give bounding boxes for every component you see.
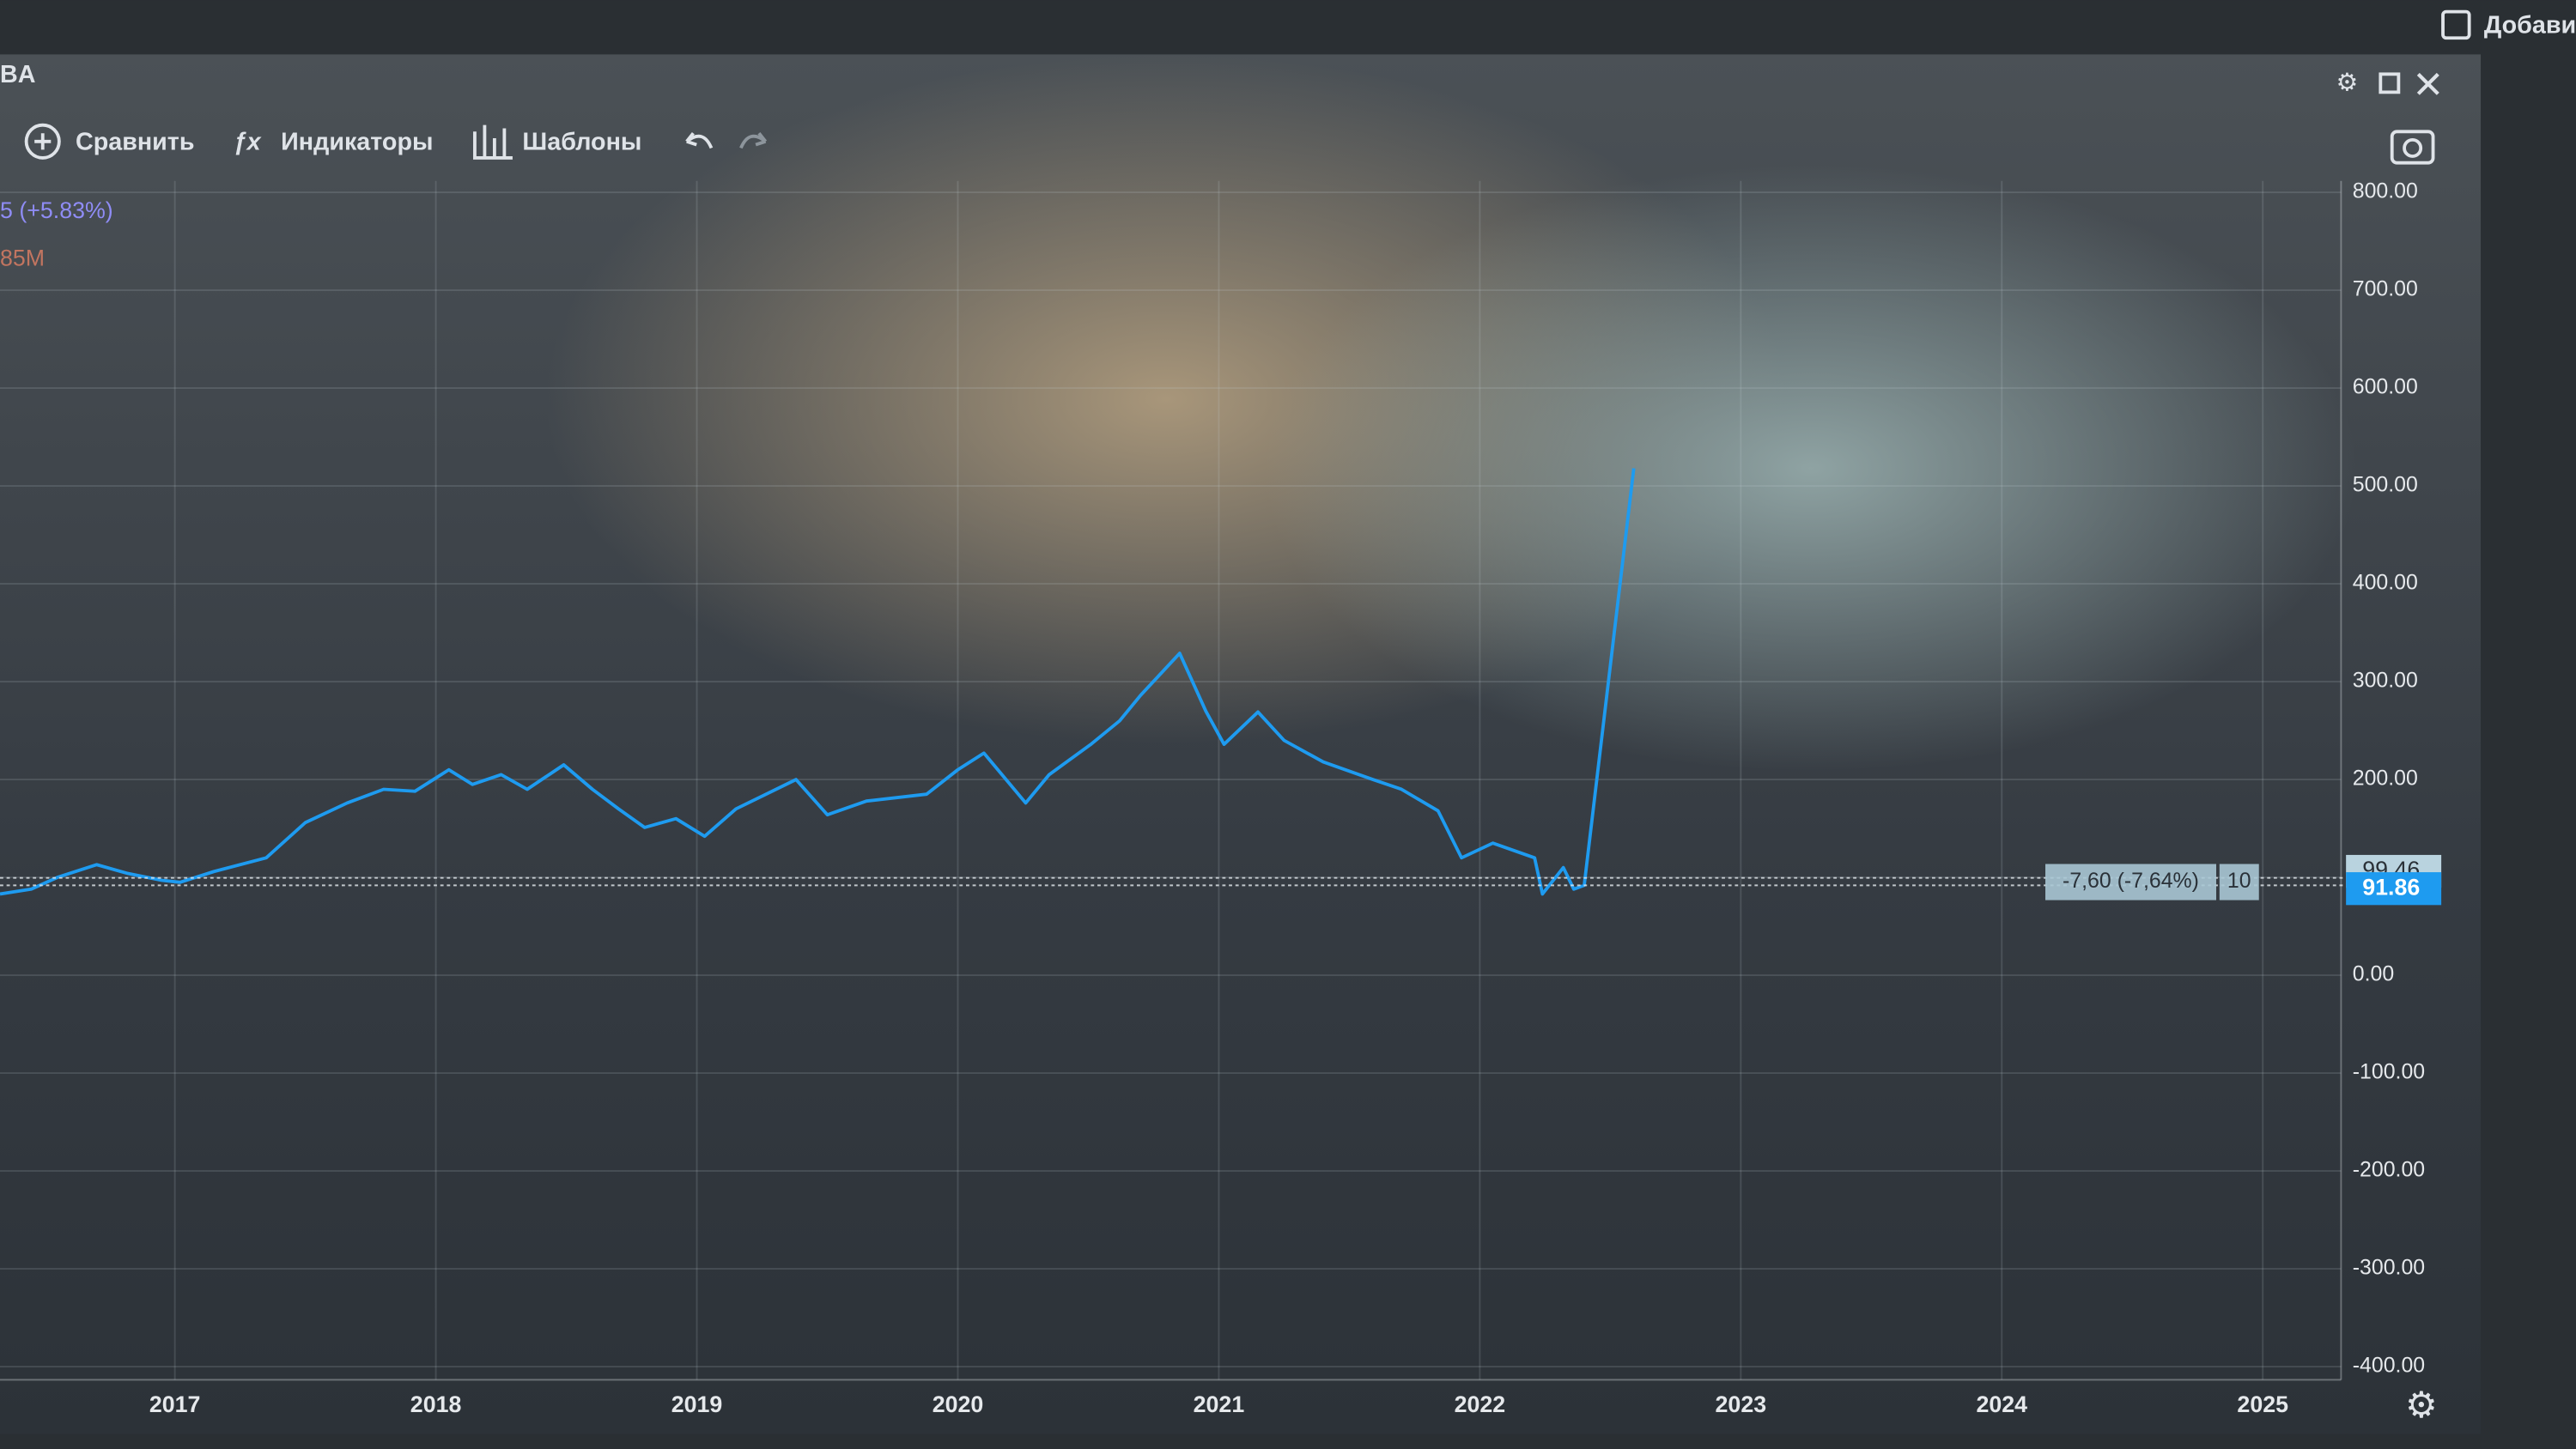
compare-button[interactable]: Сравнить (76, 128, 194, 155)
indicators-button[interactable]: Индикаторы (281, 128, 433, 155)
add-icon[interactable] (2441, 9, 2471, 40)
y-tick-label: -100.00 (2353, 1060, 2425, 1084)
volume-label: 85M (0, 246, 45, 271)
x-tick-label: 2022 (1455, 1391, 1506, 1417)
close-icon[interactable] (2416, 72, 2439, 95)
x-tick-label: 2025 (2237, 1391, 2288, 1417)
y-tick-label: 0.00 (2353, 962, 2394, 986)
price-tag (2346, 872, 2442, 906)
glare (0, 54, 2482, 1434)
y-tick-label: 400.00 (2353, 571, 2418, 595)
x-tick-label: 2020 (933, 1391, 984, 1417)
price-tag-label: 91.86 (2362, 874, 2420, 900)
x-tick-label: 2024 (1976, 1391, 2027, 1417)
redo-icon[interactable] (739, 132, 768, 149)
y-tick-label: 800.00 (2353, 179, 2418, 203)
quantity-tag-label: 10 (2227, 869, 2251, 893)
y-tick-label: -200.00 (2353, 1158, 2425, 1182)
quantity-tag (2219, 864, 2259, 900)
x-tick-label: 2021 (1194, 1391, 1245, 1417)
undo-icon[interactable] (685, 132, 714, 149)
templates-button[interactable]: Шаблоны (522, 128, 641, 155)
y-tick-label: -400.00 (2353, 1354, 2425, 1378)
change-tag-label: -7,60 (-7,64%) (2063, 869, 2199, 893)
x-tick-label: 2018 (410, 1391, 462, 1417)
compare-icon[interactable] (24, 123, 61, 160)
symbol: BA (0, 61, 35, 88)
y-tick-label: 300.00 (2353, 669, 2418, 693)
settings-icon[interactable]: ⚙ (2336, 69, 2359, 96)
x-tick-label: 2023 (1716, 1391, 1767, 1417)
change-tag (2045, 864, 2216, 900)
y-tick-label: 600.00 (2353, 375, 2418, 399)
x-tick-label: 2019 (671, 1391, 723, 1417)
y-tick-label: 200.00 (2353, 767, 2418, 791)
maximize-icon[interactable] (2379, 72, 2401, 94)
templates-icon[interactable] (473, 124, 513, 160)
compare-icon[interactable] (34, 133, 52, 150)
y-tick-label: 500.00 (2353, 473, 2418, 497)
x-tick-label: 2017 (149, 1391, 201, 1417)
plot: 800.00 700.00 600.00 500.00 400.00 300.00 200.… (0, 179, 2442, 1417)
y-tick-label: 700.00 (2353, 277, 2418, 301)
y-tick-label: -300.00 (2353, 1256, 2425, 1280)
indicators-icon[interactable]: ƒx (234, 128, 262, 155)
add-button[interactable]: Добави (2484, 11, 2576, 39)
axis-settings-icon[interactable]: ⚙ (2405, 1385, 2438, 1425)
price-line (0, 468, 1636, 896)
snapshot-icon[interactable] (2403, 137, 2423, 158)
snapshot-icon[interactable] (2390, 130, 2435, 165)
change-label: 5 (+5.83%) (0, 197, 113, 223)
